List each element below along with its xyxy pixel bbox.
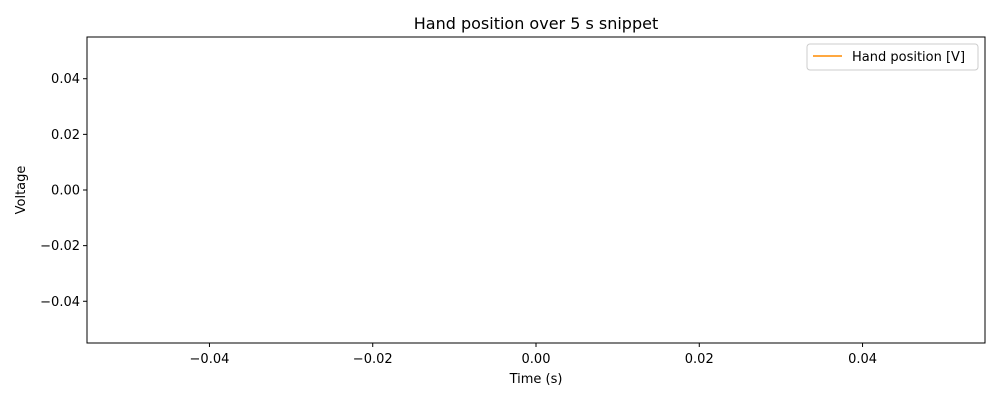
x-tick-label: 0.02 [685, 352, 714, 367]
legend-box [806, 43, 979, 71]
plot-area [86, 36, 986, 344]
legend-label: Hand position [V] [852, 50, 965, 65]
y-tick-label: 0.00 [51, 184, 80, 199]
y-axis-label: Voltage [14, 166, 29, 215]
y-tick-label: −0.04 [40, 295, 80, 310]
y-tick-label: 0.04 [51, 72, 80, 87]
chart-title: Hand position over 5 s snippet [414, 14, 658, 33]
x-axis: −0.04 −0.02 0.00 0.02 0.04 [190, 343, 877, 367]
legend: Hand position [V] [806, 43, 979, 71]
y-tick-label: −0.02 [40, 239, 80, 254]
x-tick-label: 0.00 [522, 352, 551, 367]
x-tick-label: −0.02 [353, 352, 393, 367]
y-axis: 0.04 0.02 0.00 −0.02 −0.04 [40, 72, 87, 310]
x-tick-label: 0.04 [848, 352, 877, 367]
y-tick-label: 0.02 [51, 128, 80, 143]
x-tick-label: −0.04 [190, 352, 230, 367]
x-axis-label: Time (s) [509, 372, 563, 387]
